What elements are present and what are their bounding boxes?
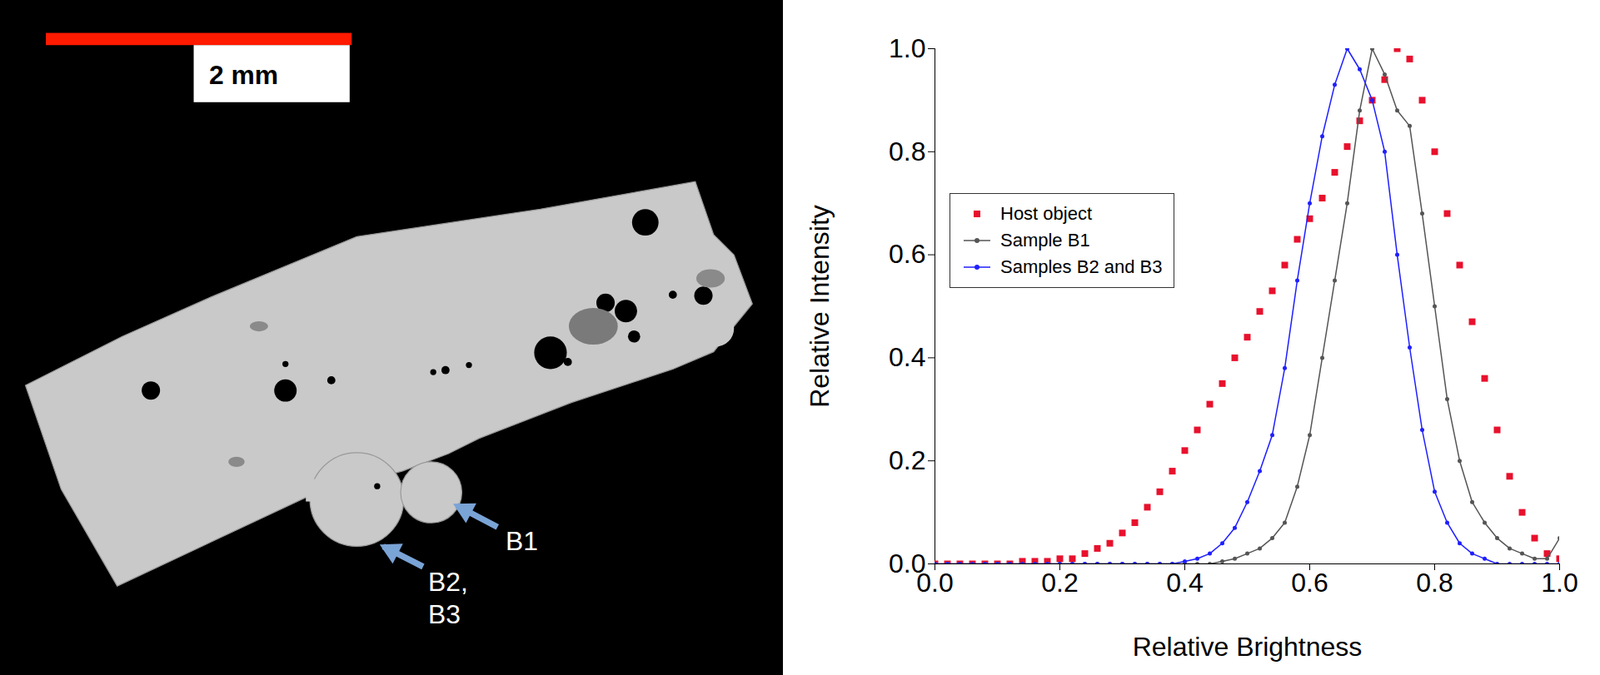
svg-text:0.6: 0.6 [1290,568,1328,599]
svg-text:0.8: 0.8 [1415,568,1453,599]
svg-text:0.4: 0.4 [888,342,926,373]
svg-text:0.8: 0.8 [888,136,926,167]
svg-text:Relative Intensity: Relative Intensity [804,204,835,409]
svg-text:2 mm: 2 mm [209,59,279,90]
svg-text:B2,B3: B2,B3 [428,567,469,630]
svg-text:0.0: 0.0 [916,568,953,599]
svg-text:0.0: 0.0 [888,548,926,579]
svg-text:1.0: 1.0 [1540,568,1578,599]
svg-text:B1: B1 [505,526,539,557]
html-text:Sample B1: Sample B1 [1000,229,1090,251]
svg-text:0.2: 0.2 [1041,568,1078,599]
html-text:Host object: Host object [1000,203,1093,225]
svg-text:0.2: 0.2 [888,445,926,476]
svg-text:Relative Brightness: Relative Brightness [1132,632,1363,663]
svg-text:1.0: 1.0 [888,33,926,64]
svg-text:0.6: 0.6 [888,239,926,270]
html-text:Samples B2 and B3: Samples B2 and B3 [1000,256,1163,278]
svg-text:0.4: 0.4 [1166,568,1203,599]
